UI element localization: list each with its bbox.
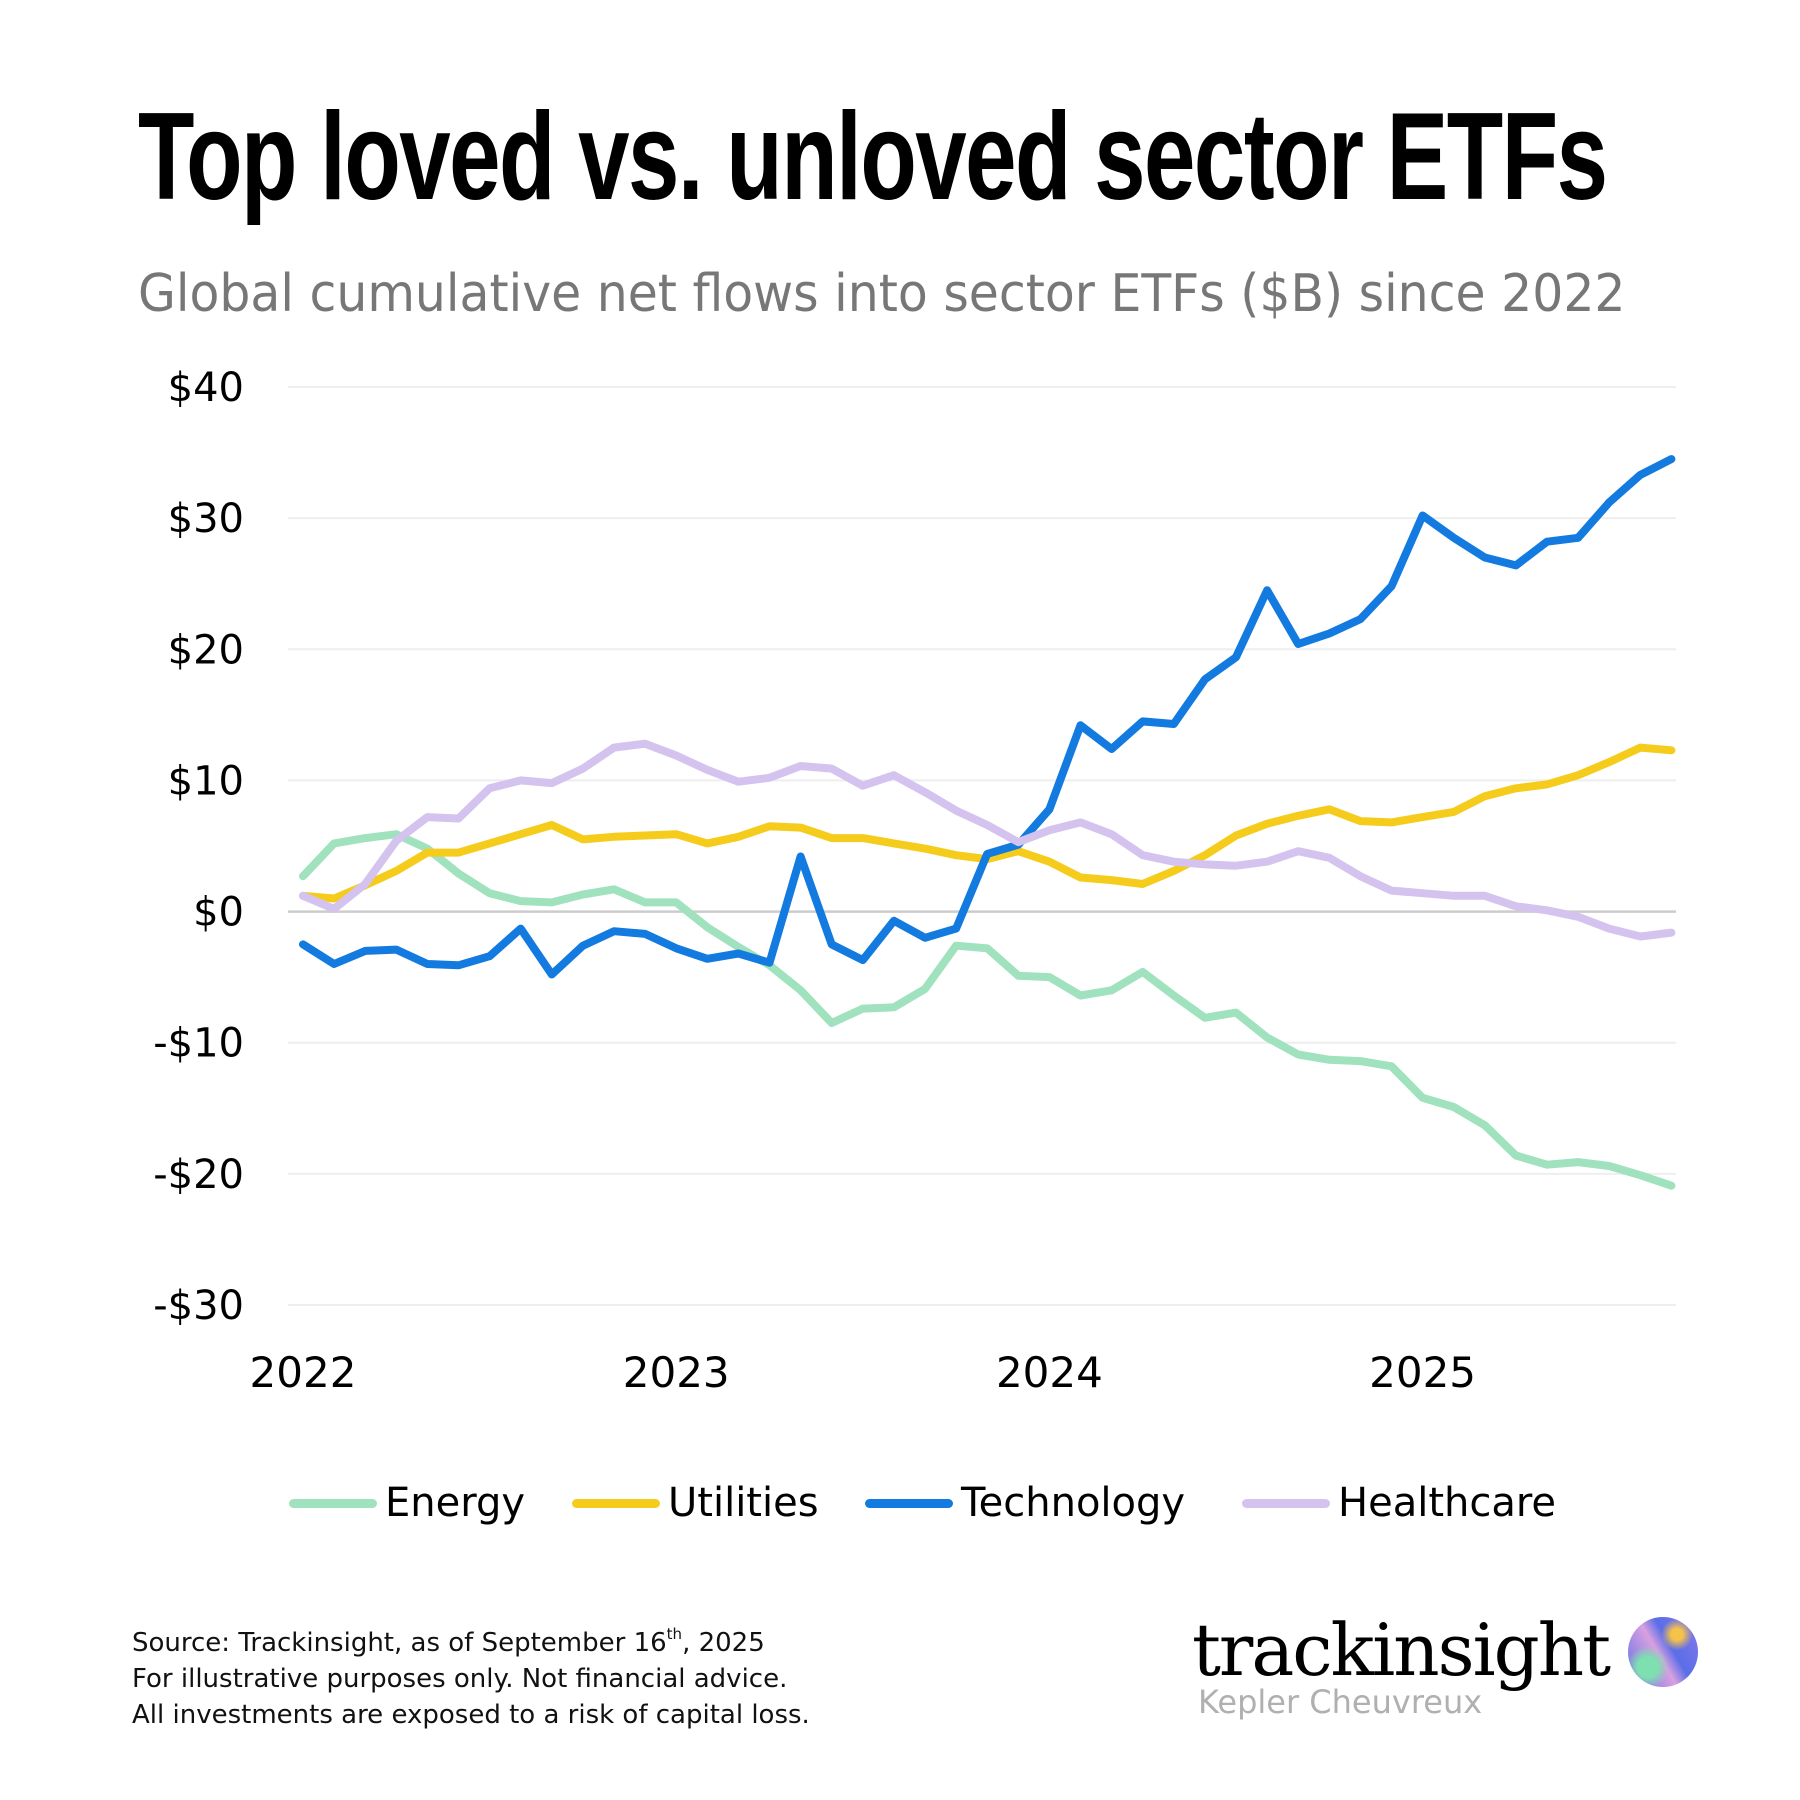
partner-name: Kepler Cheuvreux bbox=[1198, 1683, 1483, 1721]
legend-item-energy[interactable]: Energy bbox=[289, 1478, 525, 1528]
legend: Energy Utilities Technology Healthcare bbox=[0, 1478, 1800, 1528]
x-tick-label: 2025 bbox=[1369, 1348, 1476, 1397]
y-tick-label: $20 bbox=[168, 627, 244, 673]
y-tick-label: -$20 bbox=[153, 1152, 244, 1198]
legend-swatch-technology bbox=[865, 1498, 953, 1508]
legend-swatch-utilities bbox=[572, 1498, 660, 1508]
x-tick-label: 2024 bbox=[996, 1348, 1103, 1397]
brand-logo-text: trackinsight bbox=[1192, 1608, 1611, 1692]
series-line-healthcare bbox=[299, 739, 1676, 941]
legend-swatch-energy bbox=[289, 1498, 377, 1508]
gradient-orb-icon bbox=[1628, 1617, 1698, 1687]
series-lines bbox=[299, 455, 1676, 1190]
chart-title: Top loved vs. unloved sector ETFs bbox=[138, 88, 1608, 226]
y-tick-label: -$10 bbox=[153, 1021, 244, 1067]
legend-item-healthcare[interactable]: Healthcare bbox=[1242, 1478, 1556, 1528]
x-axis-tick-labels: 2022 2023 2024 2025 bbox=[250, 1348, 1476, 1397]
x-tick-label: 2023 bbox=[623, 1348, 730, 1397]
legend-item-utilities[interactable]: Utilities bbox=[572, 1478, 819, 1528]
legend-label-utilities: Utilities bbox=[668, 1480, 819, 1526]
y-tick-label: $40 bbox=[168, 365, 244, 411]
legend-item-technology[interactable]: Technology bbox=[865, 1478, 1185, 1528]
legend-label-technology: Technology bbox=[961, 1480, 1186, 1526]
y-tick-label: -$30 bbox=[153, 1283, 244, 1329]
source-note: Source: Trackinsight, as of September 16… bbox=[132, 1625, 765, 1659]
y-axis-tick-labels: $40 $30 $20 $10 $0 -$10 -$20 -$30 bbox=[153, 365, 244, 1329]
gridlines bbox=[288, 386, 1676, 1306]
chart-subtitle: Global cumulative net flows into sector … bbox=[138, 264, 1626, 324]
line-chart: $40$30$20$10$0-$10-$20-$30 2022 2023 2024 2… bbox=[153, 365, 1676, 1397]
series-line-energy bbox=[299, 830, 1676, 1190]
y-tick-label: $10 bbox=[168, 758, 244, 804]
y-tick-label: $0 bbox=[193, 890, 244, 936]
illustrative-note: For illustrative purposes only. Not fina… bbox=[132, 1664, 788, 1694]
y-tick-label: $30 bbox=[168, 496, 244, 542]
risk-note: All investments are exposed to a risk of… bbox=[132, 1700, 810, 1730]
legend-label-energy: Energy bbox=[385, 1480, 526, 1526]
x-tick-label: 2022 bbox=[250, 1348, 357, 1397]
legend-label-healthcare: Healthcare bbox=[1338, 1480, 1557, 1526]
series-line-technology bbox=[299, 455, 1676, 979]
legend-swatch-healthcare bbox=[1242, 1498, 1330, 1508]
footer-disclaimer: Source: Trackinsight, as of September 16… bbox=[132, 1625, 810, 1733]
